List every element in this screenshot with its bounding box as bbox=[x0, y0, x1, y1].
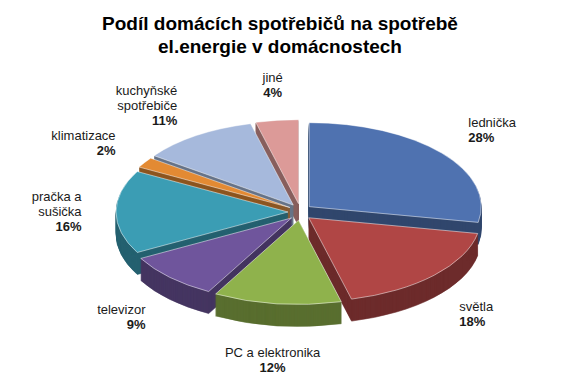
category-label: klimatizace bbox=[51, 128, 115, 143]
category-label: spotřebiče bbox=[117, 98, 177, 113]
slice-top bbox=[216, 220, 342, 304]
data-label: 9% bbox=[127, 317, 146, 332]
category-label: sušička bbox=[38, 204, 82, 219]
labels: lednička28% světla18% PC a elektronika12% t… bbox=[32, 70, 517, 375]
slice-side bbox=[216, 221, 342, 305]
category-label: kuchyňské bbox=[116, 83, 177, 98]
data-label: 18% bbox=[459, 314, 485, 329]
slice bbox=[216, 220, 342, 326]
data-label: 28% bbox=[468, 130, 494, 145]
data-label: 16% bbox=[56, 219, 82, 234]
category-label: jiné bbox=[262, 70, 283, 85]
pie bbox=[116, 120, 481, 327]
data-label: 2% bbox=[97, 143, 116, 158]
slice-side bbox=[309, 124, 481, 224]
data-label: 12% bbox=[260, 360, 286, 375]
category-label: lednička bbox=[468, 115, 516, 130]
title-line: Podíl domácích spotřebičů na spotřebě bbox=[102, 13, 458, 34]
slice-top bbox=[309, 123, 481, 223]
category-label: PC a elektronika bbox=[225, 345, 321, 360]
category-label: pračka a bbox=[32, 189, 83, 204]
category-label: světla bbox=[459, 299, 494, 314]
data-label: 11% bbox=[152, 113, 178, 128]
data-label: 4% bbox=[263, 85, 282, 100]
chart: Podíl domácích spotřebičů na spotřeběel.… bbox=[0, 0, 561, 387]
slice-top bbox=[309, 218, 478, 299]
category-label: televizor bbox=[97, 302, 146, 317]
title: Podíl domácích spotřebičů na spotřeběel.… bbox=[102, 13, 458, 57]
title-line: el.energie v domácnostech bbox=[158, 36, 402, 57]
